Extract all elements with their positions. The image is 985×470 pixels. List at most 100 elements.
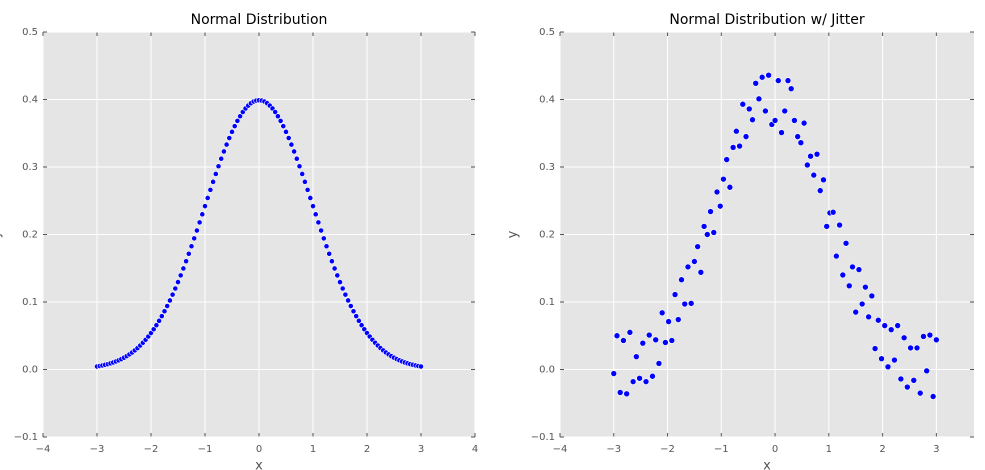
point bbox=[310, 203, 316, 210]
point bbox=[169, 291, 176, 298]
point bbox=[671, 291, 679, 298]
point bbox=[845, 282, 853, 290]
point bbox=[710, 229, 718, 236]
point bbox=[752, 80, 760, 87]
point bbox=[749, 116, 756, 124]
x-tick-label: −4 bbox=[553, 444, 568, 455]
point bbox=[234, 117, 241, 124]
x-tick-label: 2 bbox=[879, 444, 885, 455]
point bbox=[694, 243, 701, 250]
x-axis-label: x bbox=[255, 459, 263, 470]
point bbox=[642, 378, 650, 385]
point bbox=[288, 141, 295, 148]
point bbox=[323, 243, 330, 250]
point bbox=[304, 186, 311, 193]
y-tick-label: 0.2 bbox=[539, 230, 555, 241]
point bbox=[188, 243, 195, 250]
x-tick-label: 1 bbox=[826, 444, 832, 455]
y-tick-label: 0.3 bbox=[539, 162, 555, 173]
point bbox=[153, 322, 160, 329]
point bbox=[185, 250, 192, 257]
point bbox=[172, 285, 179, 292]
point bbox=[272, 109, 279, 115]
point bbox=[881, 322, 889, 329]
y-tick-label: −0.1 bbox=[14, 432, 38, 443]
point bbox=[180, 265, 187, 272]
point bbox=[274, 113, 281, 120]
point bbox=[894, 322, 901, 329]
point bbox=[758, 73, 766, 81]
x-tick-label: 3 bbox=[418, 444, 424, 455]
point bbox=[742, 133, 750, 140]
point bbox=[150, 326, 157, 333]
point bbox=[210, 178, 216, 185]
point bbox=[358, 322, 365, 329]
x-tick-label: −1 bbox=[714, 444, 729, 455]
point bbox=[616, 389, 624, 396]
point bbox=[716, 202, 724, 210]
point bbox=[839, 271, 847, 279]
point bbox=[212, 171, 219, 177]
point bbox=[226, 135, 233, 141]
point bbox=[223, 141, 230, 148]
point bbox=[707, 208, 714, 215]
x-tick-label: −2 bbox=[660, 444, 675, 455]
point bbox=[794, 133, 801, 140]
point bbox=[328, 258, 335, 265]
point bbox=[312, 211, 319, 218]
point bbox=[649, 372, 656, 380]
point bbox=[771, 117, 779, 124]
point bbox=[874, 316, 882, 324]
x-tick-label: 4 bbox=[472, 444, 478, 455]
point bbox=[293, 155, 300, 162]
point bbox=[668, 337, 676, 344]
point bbox=[778, 129, 785, 136]
point bbox=[929, 393, 937, 400]
point bbox=[739, 100, 747, 108]
point bbox=[733, 127, 740, 135]
point bbox=[797, 139, 805, 146]
x-tick-label: −3 bbox=[90, 444, 105, 455]
point bbox=[202, 203, 208, 210]
point bbox=[299, 171, 306, 177]
point bbox=[636, 374, 643, 382]
point bbox=[920, 333, 927, 340]
point bbox=[823, 223, 830, 230]
point bbox=[345, 297, 351, 304]
point bbox=[280, 123, 287, 130]
point bbox=[681, 300, 689, 308]
point bbox=[787, 85, 795, 92]
point bbox=[878, 355, 885, 363]
point bbox=[283, 128, 289, 135]
point bbox=[665, 318, 672, 325]
point bbox=[342, 291, 349, 298]
point bbox=[658, 309, 666, 317]
point bbox=[207, 186, 214, 193]
point bbox=[891, 356, 898, 364]
point bbox=[285, 135, 292, 141]
x-tick-label: 1 bbox=[310, 444, 316, 455]
point bbox=[884, 363, 892, 371]
y-tick-label: 0.5 bbox=[22, 27, 38, 38]
point bbox=[849, 263, 856, 271]
point bbox=[784, 77, 792, 84]
y-tick-label: 0.3 bbox=[22, 162, 38, 173]
point bbox=[810, 171, 818, 179]
point bbox=[204, 195, 211, 201]
point bbox=[684, 263, 692, 271]
point bbox=[913, 344, 921, 352]
point bbox=[193, 227, 200, 234]
point bbox=[296, 163, 303, 170]
chart-title: Normal Distribution bbox=[191, 12, 328, 28]
point bbox=[807, 152, 814, 160]
y-tick-label: 0.4 bbox=[539, 95, 555, 106]
point bbox=[620, 337, 627, 344]
point bbox=[865, 313, 872, 321]
point bbox=[237, 113, 243, 120]
point bbox=[720, 175, 727, 183]
point bbox=[868, 292, 876, 300]
x-axis-label: x bbox=[763, 459, 771, 470]
point bbox=[175, 279, 181, 285]
point bbox=[755, 95, 763, 103]
point bbox=[762, 107, 769, 115]
